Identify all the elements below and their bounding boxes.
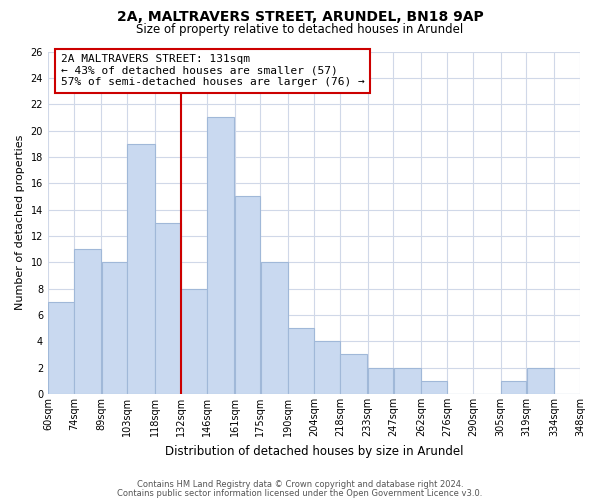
Bar bbox=[340, 354, 367, 394]
Bar bbox=[181, 288, 206, 394]
Y-axis label: Number of detached properties: Number of detached properties bbox=[15, 135, 25, 310]
Bar bbox=[421, 381, 447, 394]
Bar bbox=[101, 262, 127, 394]
Bar bbox=[235, 196, 260, 394]
Bar bbox=[48, 302, 74, 394]
Text: Contains HM Land Registry data © Crown copyright and database right 2024.: Contains HM Land Registry data © Crown c… bbox=[137, 480, 463, 489]
Text: Contains public sector information licensed under the Open Government Licence v3: Contains public sector information licen… bbox=[118, 488, 482, 498]
Bar bbox=[74, 249, 101, 394]
Bar bbox=[155, 223, 181, 394]
Bar bbox=[368, 368, 393, 394]
Text: 2A, MALTRAVERS STREET, ARUNDEL, BN18 9AP: 2A, MALTRAVERS STREET, ARUNDEL, BN18 9AP bbox=[116, 10, 484, 24]
Text: Size of property relative to detached houses in Arundel: Size of property relative to detached ho… bbox=[136, 22, 464, 36]
Bar bbox=[527, 368, 554, 394]
Bar bbox=[500, 381, 526, 394]
Bar bbox=[288, 328, 314, 394]
Text: 2A MALTRAVERS STREET: 131sqm
← 43% of detached houses are smaller (57)
57% of se: 2A MALTRAVERS STREET: 131sqm ← 43% of de… bbox=[61, 54, 365, 88]
Bar bbox=[394, 368, 421, 394]
Bar bbox=[127, 144, 155, 394]
X-axis label: Distribution of detached houses by size in Arundel: Distribution of detached houses by size … bbox=[165, 444, 463, 458]
Bar bbox=[260, 262, 288, 394]
Bar bbox=[207, 118, 235, 394]
Bar bbox=[314, 342, 340, 394]
